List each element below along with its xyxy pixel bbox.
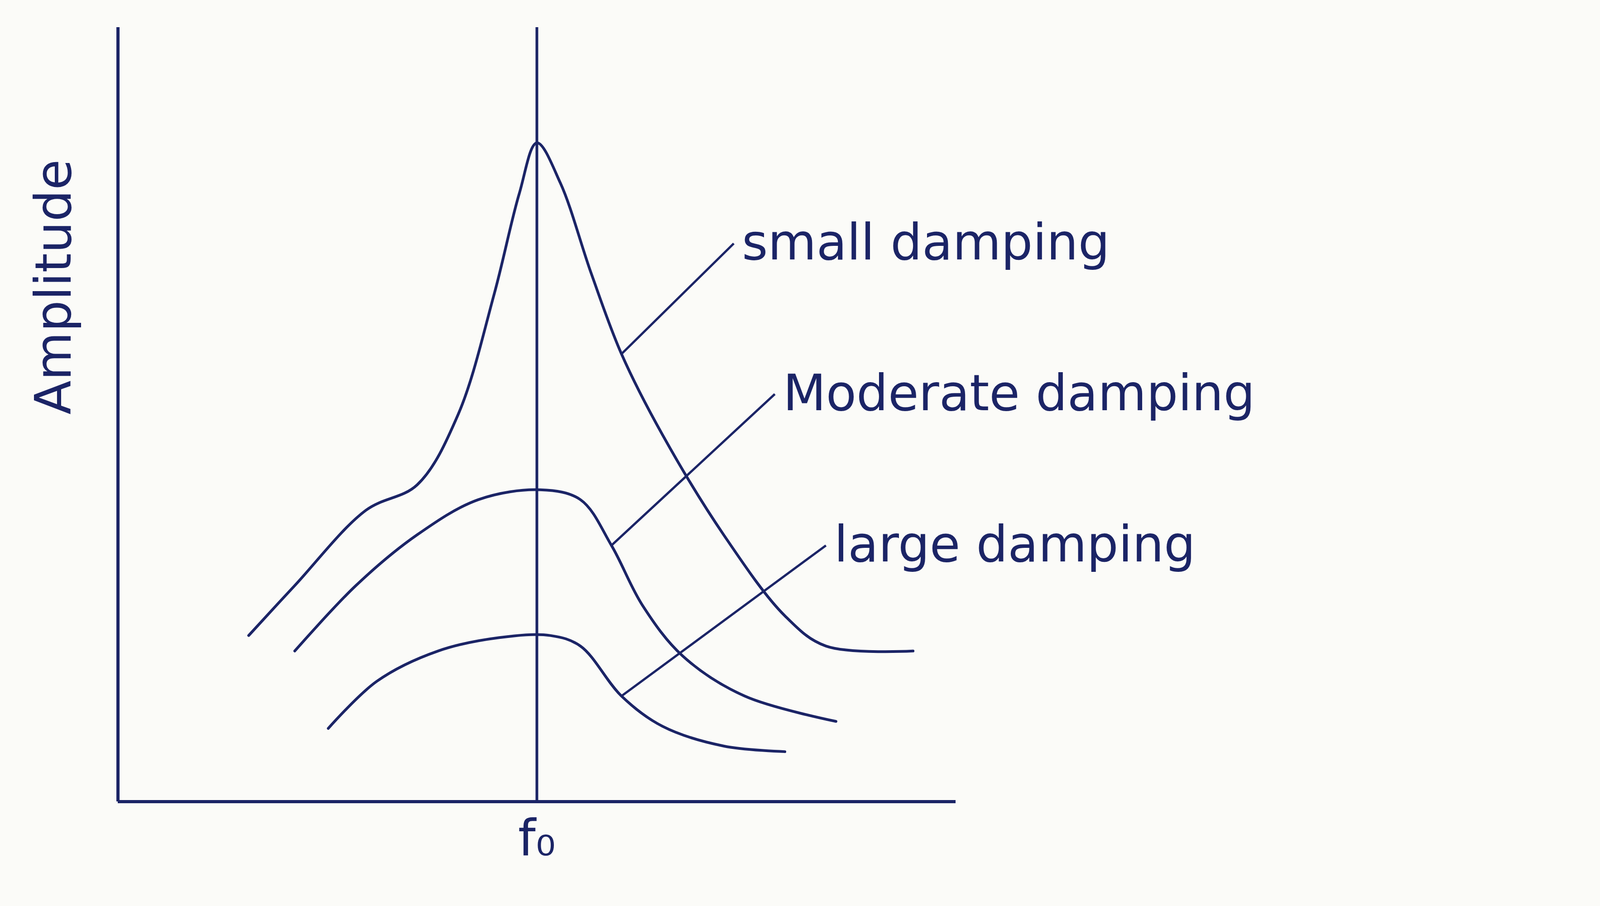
svg-text:small damping: small damping (741, 213, 1110, 272)
svg-text:Amplitude: Amplitude (24, 159, 83, 415)
svg-text:large damping: large damping (834, 515, 1196, 574)
svg-text:f₀: f₀ (518, 809, 556, 868)
svg-text:Moderate damping: Moderate damping (783, 364, 1255, 423)
